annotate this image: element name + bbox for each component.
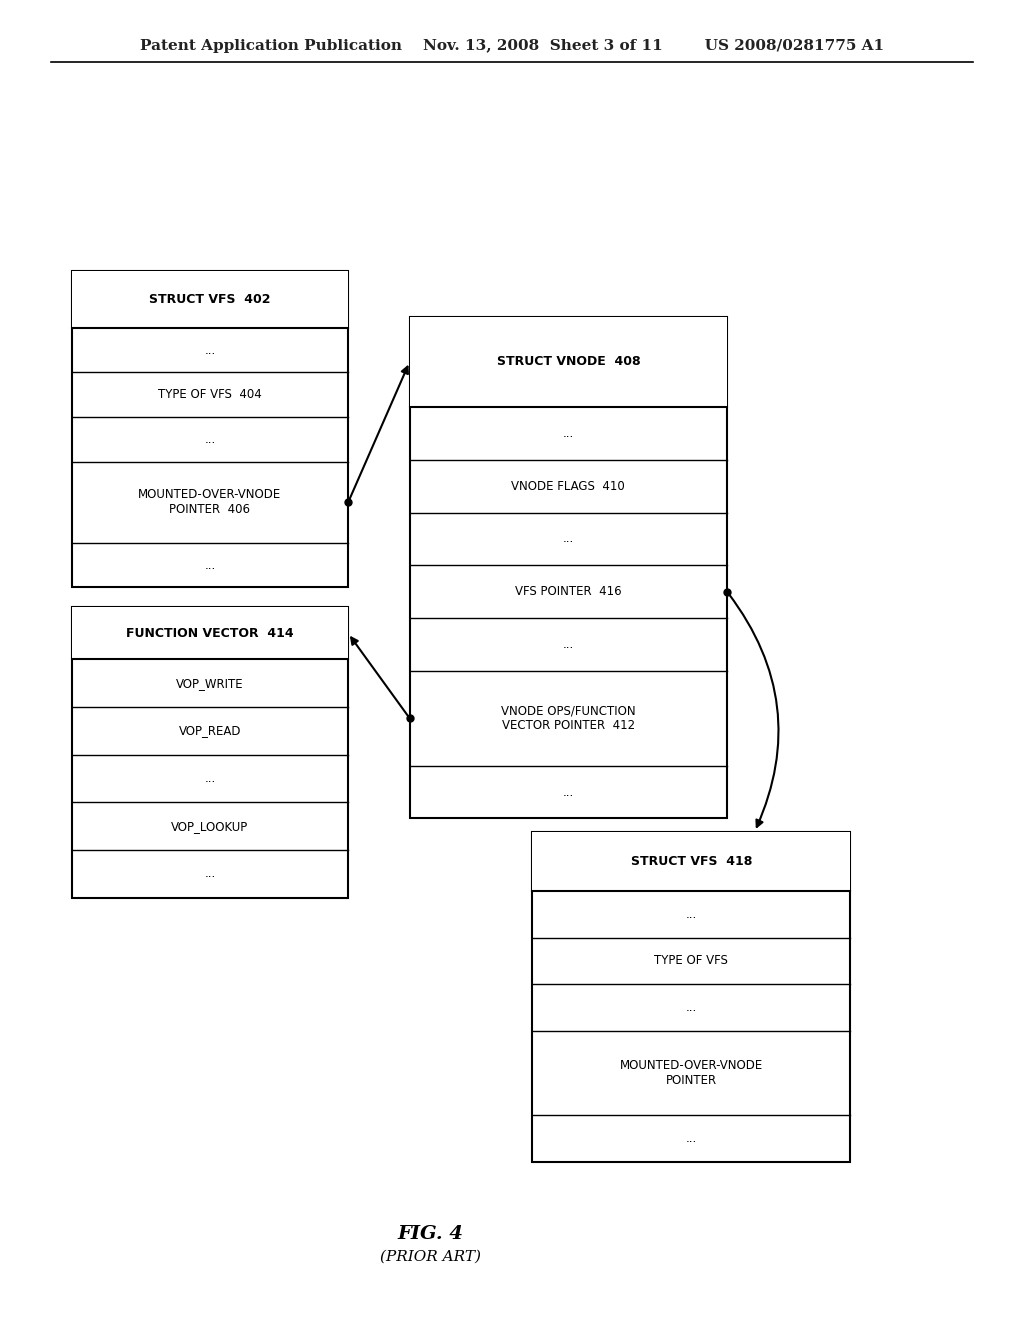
Text: Patent Application Publication    Nov. 13, 2008  Sheet 3 of 11        US 2008/02: Patent Application Publication Nov. 13, … bbox=[140, 40, 884, 53]
Text: MOUNTED-OVER-VNODE
POINTER: MOUNTED-OVER-VNODE POINTER bbox=[620, 1059, 763, 1086]
Text: ...: ... bbox=[205, 772, 215, 785]
Text: STRUCT VFS  402: STRUCT VFS 402 bbox=[150, 293, 270, 306]
Text: ...: ... bbox=[686, 1131, 696, 1144]
Bar bbox=[72, 607, 348, 660]
Text: VFS POINTER  416: VFS POINTER 416 bbox=[515, 585, 622, 598]
Text: ...: ... bbox=[563, 532, 573, 545]
Text: ...: ... bbox=[686, 908, 696, 921]
Text: FUNCTION VECTOR  414: FUNCTION VECTOR 414 bbox=[126, 627, 294, 640]
Text: VNODE FLAGS  410: VNODE FLAGS 410 bbox=[511, 479, 626, 492]
Text: TYPE OF VFS: TYPE OF VFS bbox=[654, 954, 728, 968]
Text: STRUCT VNODE  408: STRUCT VNODE 408 bbox=[497, 355, 640, 368]
Text: VOP_READ: VOP_READ bbox=[178, 725, 242, 738]
Text: FIG. 4: FIG. 4 bbox=[397, 1225, 463, 1243]
Bar bbox=[72, 607, 348, 898]
Bar bbox=[532, 832, 850, 891]
Text: ...: ... bbox=[205, 558, 215, 572]
Bar bbox=[532, 832, 850, 1162]
Text: ...: ... bbox=[563, 785, 573, 799]
Text: ...: ... bbox=[686, 1001, 696, 1014]
Text: ...: ... bbox=[205, 343, 215, 356]
Text: VOP_WRITE: VOP_WRITE bbox=[176, 677, 244, 690]
Text: ...: ... bbox=[563, 638, 573, 651]
Bar bbox=[410, 317, 727, 818]
Text: MOUNTED-OVER-VNODE
POINTER  406: MOUNTED-OVER-VNODE POINTER 406 bbox=[138, 488, 282, 516]
Bar bbox=[72, 271, 348, 327]
Text: STRUCT VFS  418: STRUCT VFS 418 bbox=[631, 855, 752, 867]
FancyArrowPatch shape bbox=[729, 594, 778, 826]
Text: VNODE OPS/FUNCTION
VECTOR POINTER  412: VNODE OPS/FUNCTION VECTOR POINTER 412 bbox=[501, 704, 636, 733]
Text: ...: ... bbox=[205, 867, 215, 880]
Text: VOP_LOOKUP: VOP_LOOKUP bbox=[171, 820, 249, 833]
Bar bbox=[410, 317, 727, 407]
Text: ...: ... bbox=[563, 426, 573, 440]
Text: TYPE OF VFS  404: TYPE OF VFS 404 bbox=[158, 388, 262, 401]
Text: ...: ... bbox=[205, 433, 215, 446]
Bar bbox=[72, 271, 348, 587]
Text: (PRIOR ART): (PRIOR ART) bbox=[380, 1250, 480, 1263]
